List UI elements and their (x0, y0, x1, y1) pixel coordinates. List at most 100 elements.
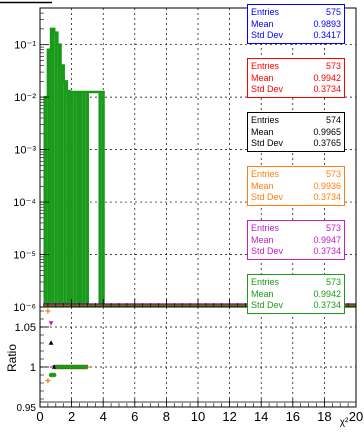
stat-label: Entries (251, 115, 280, 125)
histogram-bar (54, 32, 58, 308)
stat-box: Entries 573 Mean 0.9936 Std Dev 0.3734 (247, 166, 345, 206)
ratio-point (83, 364, 89, 370)
x-tick-label: 2 (68, 409, 75, 424)
stat-label: Std Dev (251, 30, 284, 40)
x-tick-label: 18 (317, 409, 331, 424)
stat-value: 575 (325, 7, 341, 17)
ratio-y-tick-label: 0.95 (17, 403, 37, 414)
histogram-bar (47, 49, 52, 307)
stat-row: Mean 0.9947 (251, 235, 341, 247)
histogram-bar (101, 92, 105, 307)
histogram-bar (63, 81, 67, 308)
stat-row: Std Dev 0.3417 (251, 30, 341, 42)
histogram-bar (85, 92, 89, 307)
stat-label: Std Dev (251, 138, 284, 148)
main-y-tick-label: 10⁻³ (14, 145, 36, 157)
stat-label: Entries (251, 277, 280, 287)
ratio-point (70, 364, 76, 370)
stat-label: Mean (251, 234, 274, 245)
stat-value: 0.9965 (313, 126, 341, 137)
stat-value: 0.3417 (313, 30, 341, 40)
stat-label: Std Dev (251, 300, 284, 310)
ratio-point (64, 364, 70, 370)
ratio-point (67, 364, 73, 370)
histogram-bar (57, 44, 61, 307)
stat-row: Entries 573 (251, 169, 341, 181)
stat-row: Mean 0.9965 (251, 127, 341, 139)
ratio-x-axis: 0 2 4 6 8 10 12 14 16 18 20 (36, 299, 363, 424)
x-tick-label: 0 (36, 409, 43, 424)
stat-box: Entries 573 Mean 0.9942 Std Dev 0.3734 (247, 58, 345, 98)
stat-row: Mean 0.9942 (251, 289, 341, 301)
x-tick-label: 16 (286, 409, 300, 424)
stat-row: Std Dev 0.3734 (251, 246, 341, 258)
ratio-point (48, 340, 54, 345)
histogram-bar (66, 91, 71, 307)
stat-box: Entries 574 Mean 0.9965 Std Dev 0.3765 (247, 112, 345, 152)
stat-value: 0.3765 (313, 138, 341, 148)
main-y-axis: 10⁻⁶ 10⁻⁵ 10⁻⁴ 10⁻³ 10⁻² 10⁻¹ (13, 7, 49, 314)
stat-label: Entries (251, 7, 280, 17)
ratio-point (45, 378, 51, 384)
x-tick-label: 10 (191, 409, 205, 424)
main-y-tick-label: 10⁻⁵ (13, 250, 36, 262)
stat-box: Entries 573 Mean 0.9947 Std Dev 0.3734 (247, 220, 345, 260)
main-y-tick-label: 10⁻⁶ (13, 302, 36, 314)
stat-row: Std Dev 0.3734 (251, 300, 341, 312)
x-axis-label: χ² (340, 417, 349, 428)
stat-label: Std Dev (251, 192, 284, 202)
histogram-bar (70, 92, 74, 307)
stat-value: 573 (325, 169, 341, 179)
stat-value: 0.3734 (313, 192, 341, 202)
ratio-grid (40, 307, 356, 407)
stat-box: Entries 573 Mean 0.9942 Std Dev 0.3734 (247, 274, 345, 314)
ratio-y-tick-label: 1.05 (15, 322, 36, 334)
ratio-point (77, 364, 82, 370)
stat-label: Mean (251, 126, 274, 137)
stat-value: 0.9893 (313, 18, 341, 29)
stat-row: Mean 0.9936 (251, 181, 341, 193)
histogram-bar (76, 92, 80, 307)
histogram-bar (82, 92, 86, 307)
stat-row: Entries 575 (251, 7, 341, 19)
ratio-points (45, 308, 90, 384)
stat-value: 0.9936 (313, 180, 341, 191)
ratio-point (80, 364, 85, 370)
x-tick-label: 8 (163, 409, 170, 424)
x-tick-label: 14 (254, 409, 268, 424)
ratio-point (48, 372, 54, 378)
stat-row: Entries 573 (251, 61, 341, 73)
histogram-outline (43, 27, 105, 307)
stat-row: Std Dev 0.3734 (251, 192, 341, 204)
histogram-bar (60, 65, 64, 307)
stat-row: Std Dev 0.3734 (251, 84, 341, 96)
main-y-tick-label: 10⁻⁴ (13, 197, 36, 209)
stat-value: 574 (325, 115, 341, 125)
stat-value: 0.3734 (313, 300, 341, 310)
stat-row: Mean 0.9893 (251, 19, 341, 31)
ratio-point (52, 372, 57, 378)
main-y-tick-label: 10⁻² (14, 92, 36, 104)
ratio-point (61, 364, 66, 370)
stat-label: Std Dev (251, 84, 284, 94)
stat-value: 0.9947 (313, 234, 341, 245)
x-tick-label: 12 (222, 409, 236, 424)
stat-value: 573 (325, 223, 341, 233)
stat-value: 0.3734 (313, 84, 341, 94)
ratio-y-tick-label: 1 (30, 362, 36, 374)
histogram-bar (73, 92, 77, 307)
stat-box: Entries 575 Mean 0.9893 Std Dev 0.3417 (247, 4, 345, 44)
stat-label: Mean (251, 288, 274, 299)
stat-value: 0.3734 (313, 246, 341, 256)
stat-value: 573 (325, 277, 341, 287)
stat-value: 0.9942 (313, 72, 341, 83)
stat-label: Entries (251, 61, 280, 71)
stat-value: 0.9942 (313, 288, 341, 299)
stat-label: Std Dev (251, 246, 284, 256)
stat-label: Entries (251, 169, 280, 179)
x-tick-label: 6 (131, 409, 138, 424)
ratio-y-label: Ratio (5, 344, 19, 372)
stat-label: Entries (251, 223, 280, 233)
stat-value: 573 (325, 61, 341, 71)
